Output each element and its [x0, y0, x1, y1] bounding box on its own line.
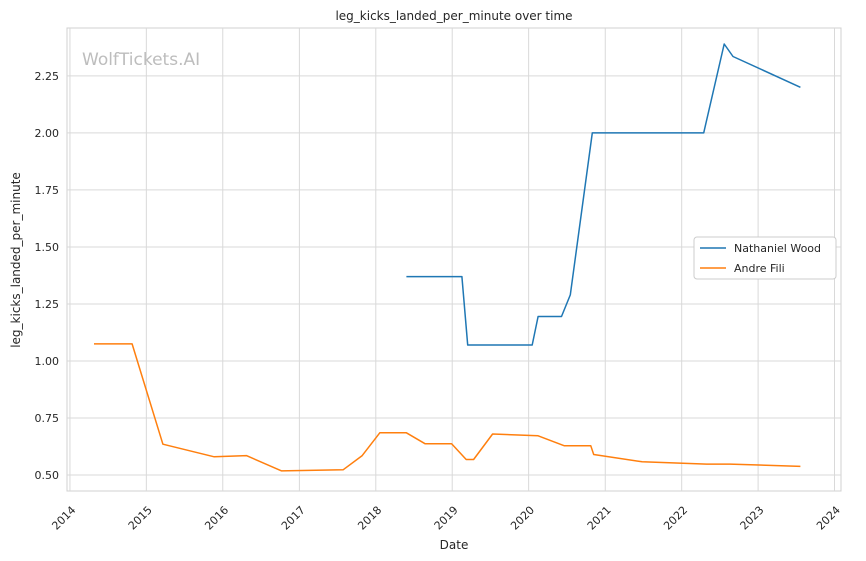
x-tick-label: 2023 — [738, 504, 767, 533]
y-tick-label: 0.50 — [35, 469, 60, 482]
x-tick-label: 2017 — [279, 504, 308, 533]
chart-title: leg_kicks_landed_per_minute over time — [335, 9, 572, 23]
watermark-text: WolfTickets.AI — [82, 50, 200, 70]
y-tick-label: 2.25 — [35, 70, 60, 83]
x-tick-label: 2016 — [202, 504, 231, 533]
x-axis-title: Date — [440, 538, 469, 552]
y-tick-label: 1.75 — [35, 184, 60, 197]
legend-label-nathaniel-wood: Nathaniel Wood — [734, 242, 821, 255]
x-tick-label: 2019 — [432, 504, 461, 533]
legend: Nathaniel Wood Andre Fili — [693, 236, 837, 280]
x-tick-label: 2015 — [126, 504, 155, 533]
x-tick-label: 2014 — [49, 504, 78, 533]
y-tick-label: 1.50 — [35, 241, 60, 254]
legend-label-andre-fili: Andre Fili — [734, 262, 785, 275]
x-tick-label: 2018 — [355, 504, 384, 533]
series-line-andre-fili — [94, 343, 801, 472]
x-tick-label: 2022 — [661, 504, 690, 533]
y-tick-label: 2.00 — [35, 127, 60, 140]
legend-box — [693, 236, 837, 280]
y-axis-title: leg_kicks_landed_per_minute — [9, 172, 23, 348]
x-tick-label: 2020 — [508, 504, 537, 533]
y-tick-label: 1.25 — [35, 298, 60, 311]
series-lines — [94, 43, 801, 472]
y-tick-label: 1.00 — [35, 355, 60, 368]
series-line-nathaniel-wood — [406, 43, 801, 346]
tick-labels: 2014 2015 2016 2017 2018 2019 2020 2021 2022 2023… — [35, 70, 843, 533]
y-tick-label: 0.75 — [35, 412, 60, 425]
x-tick-label: 2021 — [585, 504, 614, 533]
x-tick-label: 2024 — [814, 504, 843, 533]
